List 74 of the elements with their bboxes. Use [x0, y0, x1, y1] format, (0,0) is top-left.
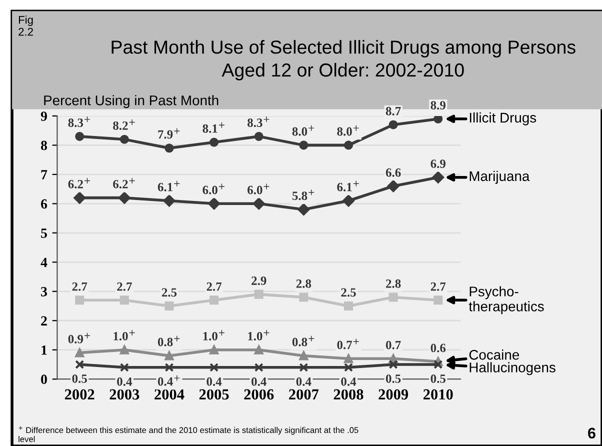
y-tick-label: 5 — [41, 228, 47, 238]
text: Cocaine — [469, 350, 520, 360]
data-label: 1.0$^{+}$ — [203, 330, 224, 340]
text: 6 — [588, 428, 596, 439]
data-label: 1.0$^{+}$ — [114, 330, 135, 340]
data-label: 0.4 — [252, 377, 266, 386]
series-label: Psycho- therapeutics — [468, 286, 544, 314]
data-label: 0.4 — [341, 377, 356, 386]
y-tick-label: 8 — [40, 140, 48, 150]
data-label: 8.2$^{+}$ — [113, 119, 135, 130]
data-label: 2.7 — [117, 282, 132, 291]
x-tick-label: 2009 — [378, 389, 408, 400]
data-label: 0.4 — [206, 377, 222, 386]
data-label: 6.2$^{+}$ — [113, 178, 135, 188]
series-label: Marijuana — [470, 170, 530, 184]
data-label: 2.9 — [252, 276, 266, 285]
y-tick-label: 0 — [41, 374, 47, 384]
data-label: 6.0$^{+}$ — [248, 184, 270, 194]
y-tick-label: 1 — [42, 346, 47, 355]
caption: Fig 2.2 — [18, 16, 33, 36]
text: Hallucinogens — [470, 362, 556, 376]
data-label: 2.7 — [206, 282, 222, 291]
data-label: 8.1$^{+}$ — [202, 122, 224, 133]
y-tick-label: 3 — [41, 287, 47, 296]
data-label: 0.5 — [386, 374, 401, 383]
data-label: 0.8$^{+}$ — [158, 336, 180, 346]
y-tick-label: 4 — [40, 258, 48, 267]
y-tick-label: 9 — [40, 112, 47, 121]
data-label: 0.4$^{+}$ — [158, 375, 180, 386]
x-tick-label: 2007 — [289, 389, 319, 400]
text: Illicit Drugs — [470, 112, 536, 126]
data-label: 5.8$^{+}$ — [292, 190, 314, 200]
x-tick-label: 2008 — [334, 389, 364, 400]
x-tick-label: 2006 — [244, 389, 274, 400]
y-tick-label: 7 — [41, 170, 48, 180]
data-label: 2.7 — [72, 282, 88, 291]
data-label: 0.6 — [430, 344, 446, 352]
data-label: 0.4 — [117, 377, 132, 386]
data-label: 8.3$^{+}$ — [248, 116, 270, 128]
y-tick-label: 6 — [41, 199, 48, 209]
x-tick-label: 2004 — [154, 389, 184, 400]
data-label: 0.4 — [296, 377, 312, 386]
x-tick-label: 2005 — [199, 389, 229, 400]
data-label: 0.9$^{+}$ — [68, 332, 90, 344]
y-tick-label: 2 — [41, 316, 47, 326]
data-label: 0.5 — [72, 374, 87, 383]
data-label: 2.5 — [162, 288, 177, 297]
x-tick-label: 2010 — [423, 389, 453, 400]
data-label: 8.7 — [386, 106, 401, 116]
data-label: 6.2$^{+}$ — [68, 178, 90, 188]
data-label: 8.0$^{+}$ — [292, 125, 314, 136]
data-label: 2.5 — [341, 288, 356, 297]
x-tick-label: 2003 — [110, 389, 140, 400]
data-label: 8.9 — [430, 101, 446, 110]
data-label: 2.7 — [430, 282, 446, 291]
data-label: 6.0$^{+}$ — [202, 184, 224, 194]
data-label: 2.8 — [296, 279, 312, 288]
data-label: 0.5 — [430, 374, 446, 383]
data-label: 7.9$^{+}$ — [158, 128, 180, 139]
data-label: 6.9 — [430, 160, 446, 168]
data-label: 0.7 — [386, 340, 401, 350]
text: $^{+}$ Difference between this estimate and the 2010 estimate is statistically significant at the .05 level — [18, 426, 358, 442]
data-label: 8.3$^{+}$ — [68, 116, 90, 128]
data-label: 2.8 — [386, 279, 401, 288]
data-label: 8.0$^{+}$ — [337, 125, 359, 136]
x-tick-label: 2002 — [64, 389, 94, 400]
chart-title: Past Month Use of Selected Illicit Drugs among Persons Aged 12 or Older: 2002-2010 — [112, 40, 576, 80]
data-label: 0.7$^{+}$ — [337, 338, 359, 350]
data-label: 1.0$^{+}$ — [248, 330, 270, 340]
data-label: 0.8$^{+}$ — [292, 336, 314, 346]
data-label: 6.1$^{+}$ — [337, 180, 359, 192]
data-label: 6.1$^{+}$ — [158, 180, 180, 192]
data-label: 6.6 — [386, 168, 401, 177]
y-axis-title: Percent Using in Past Month — [44, 95, 218, 108]
